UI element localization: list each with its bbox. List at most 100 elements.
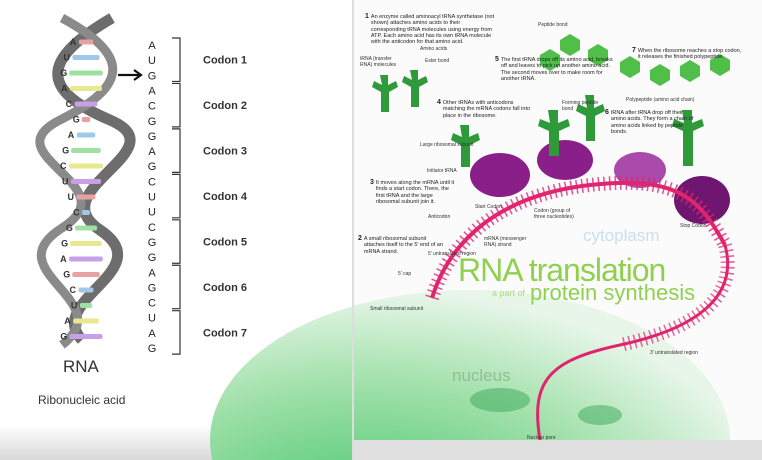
codon-letter: C <box>148 176 156 188</box>
codon-letter: C <box>148 101 156 113</box>
step-text: Other tRNAs with anticodons matching the… <box>442 100 531 119</box>
base-pair <box>71 148 101 153</box>
label: Forming peptide bond <box>562 100 599 112</box>
step-number: 6 <box>605 109 609 116</box>
codon-bracket <box>172 264 181 310</box>
base-letter: G <box>63 270 70 280</box>
base-letter: G <box>62 146 69 156</box>
codon-label: Codon 3 <box>203 146 247 158</box>
base-letter: A <box>61 84 68 94</box>
codon-letter: G <box>148 282 157 294</box>
base-pair <box>74 225 98 231</box>
label: Codon (group of three nucleotides) <box>534 208 574 220</box>
nucleus-spot <box>470 388 530 412</box>
main-title: RNA translation <box>458 252 666 288</box>
label: mRNA (messenger RNA) strand <box>484 236 527 248</box>
rna-subtitle: Ribonucleic acid <box>38 393 126 407</box>
base-pair <box>74 101 98 107</box>
label: Initiator tRNA <box>427 168 457 174</box>
label: Start Codon <box>475 204 502 210</box>
codon-bracket <box>172 37 181 83</box>
label: Nuclear pore <box>527 435 556 441</box>
base-pair <box>72 272 100 277</box>
codon-letter: A <box>148 85 156 97</box>
label: Ester bond <box>425 58 450 64</box>
codon-letter: C <box>148 298 156 310</box>
ribosome <box>537 140 593 180</box>
base-letter: C <box>73 208 80 218</box>
codon-bracket <box>172 173 181 219</box>
label: Large ribosomal subunit <box>420 142 474 148</box>
step-number: 7 <box>632 47 636 54</box>
codon-bracket <box>172 219 181 264</box>
base-pair <box>82 210 90 215</box>
step-number: 3 <box>370 179 374 186</box>
base-pair <box>69 256 103 262</box>
arrow <box>118 69 143 81</box>
codon-label: Codon 6 <box>203 282 247 294</box>
ribosome <box>470 153 530 197</box>
ribosome <box>674 176 730 224</box>
codon-letter: A <box>148 328 156 340</box>
codon-letter: A <box>148 40 156 52</box>
step: 1 An enzyme called aminoacyl tRNA synthet… <box>365 13 495 45</box>
base-letter: A <box>70 37 77 47</box>
small-subtitle: a part of <box>492 288 526 298</box>
base-letter: C <box>66 99 73 109</box>
step-text: When the ribosome reaches a stop codon, … <box>637 48 742 61</box>
codon-label: Codon 4 <box>203 191 248 203</box>
codon-letter: U <box>148 55 156 67</box>
codon-letter: G <box>148 252 157 264</box>
rna-title: RNA <box>63 357 99 376</box>
base-letter: A <box>68 130 75 140</box>
base-letter: A <box>64 316 71 326</box>
codon-letter: U <box>148 192 156 204</box>
divider <box>352 0 354 460</box>
base-letter: U <box>63 53 69 63</box>
label: 5' untranslated region <box>428 251 476 257</box>
base-pair <box>72 55 100 60</box>
base-letter: G <box>60 68 67 78</box>
base-pair <box>70 241 102 246</box>
codon-letter: G <box>148 161 157 173</box>
mrna-tail <box>536 244 730 441</box>
backbone <box>35 14 118 349</box>
codon-letter: G <box>148 343 157 355</box>
codon-label: Codon 7 <box>203 327 247 339</box>
base-pair <box>76 132 96 138</box>
codon-letter: G <box>148 237 157 249</box>
step-text: The first tRNA drops off its amino acid,… <box>500 57 613 82</box>
base-pair <box>79 303 93 308</box>
nucleus-spot <box>578 405 622 425</box>
step-text: It moves along the mRNA until it finds a… <box>375 180 455 205</box>
codon-bracket <box>172 82 181 128</box>
label: Polypeptide (amino acid chain) <box>626 97 695 103</box>
label: tRNA (transfer RNA) molecules <box>360 56 397 68</box>
mrna-tail-nucleotides <box>618 243 735 352</box>
step: 4 Other tRNAs with anticodons matching th… <box>437 99 532 119</box>
base-letter: C <box>60 161 67 171</box>
codon-bracket <box>172 310 181 355</box>
codon-label: Codon 2 <box>203 100 247 112</box>
base-letter: G <box>61 239 68 249</box>
base-letter: C <box>70 285 77 295</box>
base-letter: U <box>71 301 78 311</box>
base-letter: U <box>67 192 74 202</box>
codon-letter: C <box>148 222 156 234</box>
label: Anticodon <box>428 214 451 220</box>
codon-letter: G <box>148 131 157 143</box>
step: 5 The first tRNA drops off its amino acid… <box>495 56 615 82</box>
step-text: tRNA after tRNA drop off their amino aci… <box>610 110 694 135</box>
step: 7 When the ribosome reaches a stop codon,… <box>632 47 744 61</box>
base-pair <box>78 39 94 45</box>
codon-letter: A <box>148 146 156 158</box>
codon-letter: U <box>148 313 156 325</box>
codon-bracket <box>172 128 181 173</box>
codon-label: Codon 5 <box>203 237 247 249</box>
nucleus-label: nucleus <box>452 366 511 385</box>
base-pair <box>69 334 103 339</box>
label: Amino acids <box>420 46 448 52</box>
